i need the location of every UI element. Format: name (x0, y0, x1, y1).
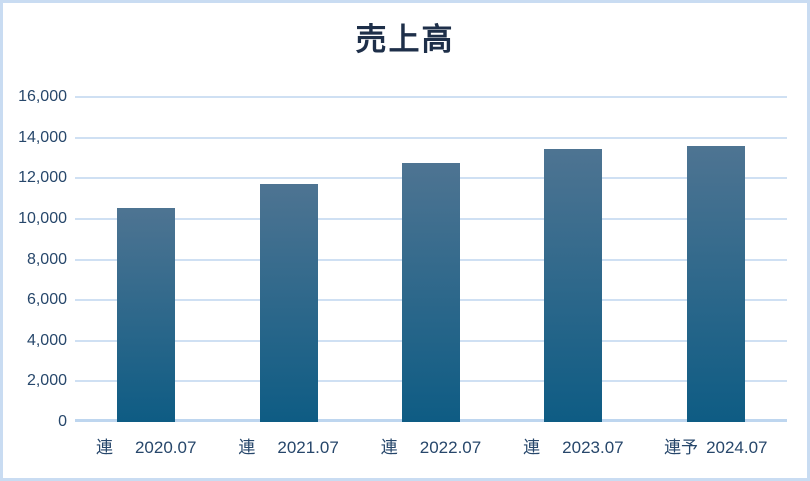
y-tick-label: 10,000 (18, 209, 67, 227)
y-tick-label: 8,000 (26, 250, 67, 268)
x-tick-label: 連 2020.07 (75, 436, 217, 460)
x-axis: 連 2020.07 連 2021.07 連 2022.07 連 2023.07 連予 2024.0… (75, 436, 787, 466)
y-tick-label: 2,000 (26, 372, 67, 390)
bar-2021.07 (259, 184, 318, 422)
y-tick-label: 4,000 (26, 331, 67, 349)
x-tick-prefix: 連 (238, 438, 256, 457)
x-tick-label: 連 2023.07 (502, 436, 644, 460)
x-tick-label: 連予 2024.07 (645, 436, 787, 460)
gridline (75, 96, 787, 98)
x-tick-label: 連 2022.07 (360, 436, 502, 460)
x-tick-prefix: 連 (523, 438, 541, 457)
y-axis: 0 2,000 4,000 6,000 8,000 10,000 12,000 14,000 1… (3, 88, 67, 430)
y-tick-label: 6,000 (26, 291, 67, 309)
y-tick-label: 14,000 (18, 128, 67, 146)
bar-2024.07 (686, 145, 745, 422)
x-tick-prefix: 連 (95, 438, 113, 457)
gridline (75, 136, 787, 139)
bar-2022.07 (402, 163, 460, 422)
x-tick-period: 2022.07 (419, 438, 482, 457)
chart-title: 売上高 (355, 22, 455, 57)
y-tick-label: 0 (58, 413, 67, 430)
bar-2020.07 (117, 207, 176, 422)
plot-area (75, 96, 787, 422)
x-tick-prefix: 連 (380, 438, 398, 457)
x-tick-period: 2020.07 (134, 438, 197, 457)
x-tick-period: 2021.07 (277, 438, 339, 457)
x-tick-period: 2024.07 (706, 438, 768, 457)
y-tick-label: 16,000 (18, 88, 67, 105)
bar-2023.07 (544, 148, 603, 422)
x-tick-prefix: 連予 (664, 438, 699, 457)
x-tick-label: 連 2021.07 (217, 436, 359, 460)
x-tick-period: 2023.07 (562, 438, 624, 457)
y-tick-label: 12,000 (18, 169, 67, 187)
